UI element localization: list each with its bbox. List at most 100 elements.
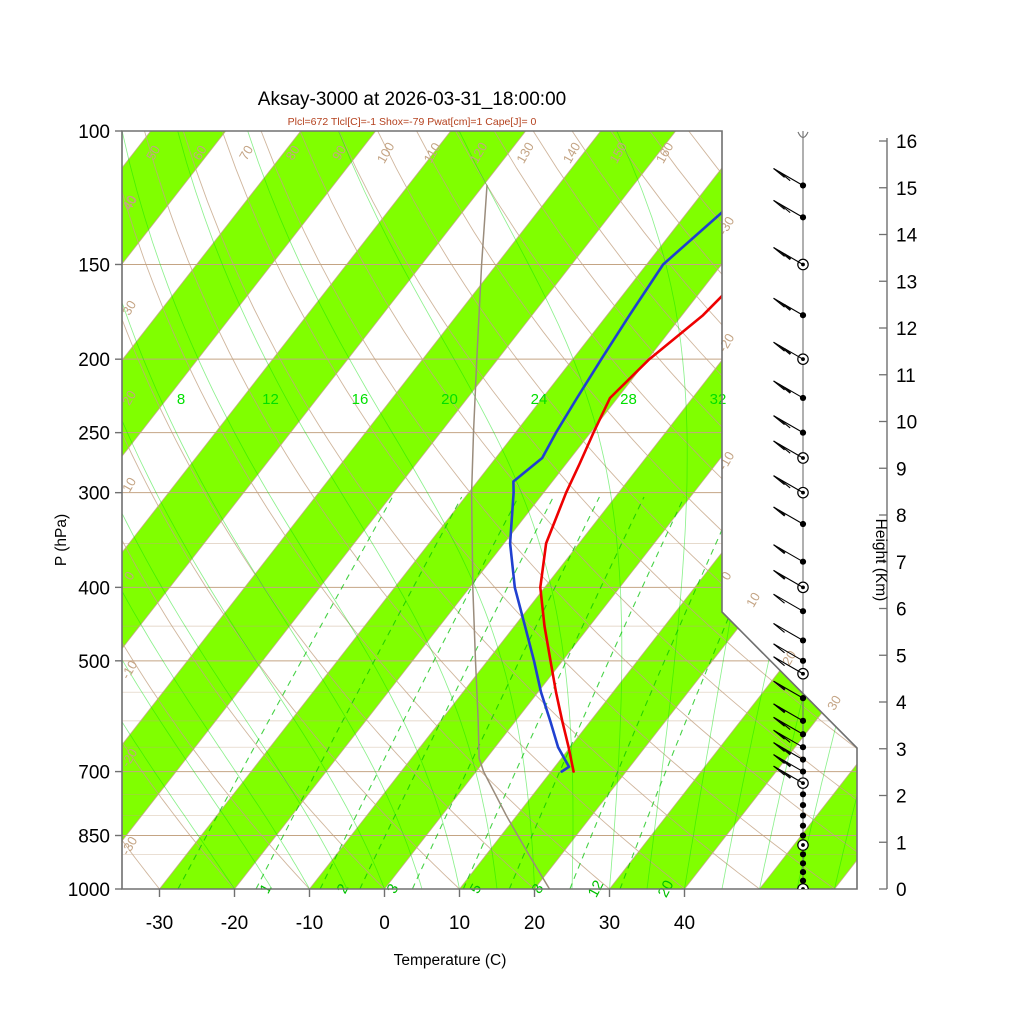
temperature-tick-label: 30	[599, 913, 620, 934]
moist-adiabat	[616, 131, 688, 889]
height-axis-label: Height (Km)	[872, 519, 889, 602]
wind-level-dot	[799, 860, 807, 867]
wind-barb-full	[773, 199, 785, 210]
wind-barb-half	[778, 706, 786, 713]
temperature-tick-label: -30	[146, 913, 173, 934]
moist-adiabat	[122, 131, 348, 889]
wind-barb-full	[773, 297, 785, 308]
pressure-axis: 100 150 200 250 300 400 500 700 850 1000	[68, 122, 122, 901]
isotherm-label-left: 20	[119, 388, 139, 408]
isotherm-label-diag: 30	[824, 693, 844, 713]
wind-barb-shaft	[773, 475, 804, 494]
dry-adiabat	[260, 131, 857, 889]
dry-adiabat-label: 60	[189, 143, 209, 163]
temperature-axis-label: Temperature (C)	[394, 952, 507, 969]
wind-barb-shaft	[773, 341, 804, 360]
moist-adiabat	[338, 131, 574, 889]
pressure-tick-label: 100	[78, 122, 110, 143]
mixing-ratio-line	[359, 496, 554, 889]
temperature-axis: -30 -20 -10 0 10 20 30 40	[146, 889, 695, 934]
wind-barb-full	[773, 415, 785, 426]
moist-adiabat	[247, 131, 535, 889]
height-tick-label: 4	[896, 693, 907, 714]
shaded-band	[122, 131, 676, 889]
wind-barb-full	[778, 203, 791, 214]
isotherm-label-mid: 12	[262, 391, 279, 408]
temperature-tick-label: 0	[379, 913, 390, 934]
wind-barb-full	[773, 506, 785, 517]
wind-level-dot	[799, 791, 807, 798]
isotherm	[609, 131, 857, 889]
wind-barb-half	[784, 772, 792, 779]
wind-barb-full	[773, 656, 785, 667]
parcel-trace	[470, 184, 551, 889]
mixing-ratio-line	[411, 496, 600, 889]
wind-barb-full	[773, 544, 785, 555]
wind-barb-shaft	[773, 703, 804, 722]
isotherm-label-mid: 20	[441, 391, 458, 408]
dry-adiabat-label: 40	[120, 193, 140, 213]
wind-barb-half	[778, 683, 786, 690]
wind-barb-shaft	[773, 680, 804, 699]
pressure-tick-label: 500	[78, 652, 110, 673]
dewpoint-trace	[508, 184, 756, 773]
pressure-tick-label: 250	[78, 424, 110, 445]
wind-barb-full	[778, 478, 791, 489]
isotherm	[122, 131, 527, 889]
isotherm-label-left: 40	[119, 193, 139, 213]
isotherm-label-left: 10	[119, 475, 139, 495]
chart-title: Aksay-3000 at 2026-03-31_18:00:00	[258, 89, 566, 110]
isotherm	[159, 131, 752, 889]
dry-adiabat-label: 90	[329, 143, 349, 163]
dry-adiabat-label: 50	[143, 143, 163, 163]
dry-adiabat	[122, 131, 460, 889]
wind-barb-shaft	[773, 415, 804, 434]
wind-barb-full	[773, 247, 785, 257]
height-tick-label: 13	[896, 272, 917, 293]
wind-barb-full	[778, 733, 791, 743]
height-tick-label: 10	[896, 413, 917, 434]
wind-barb-full	[773, 623, 785, 633]
parcel-line	[470, 184, 551, 889]
height-tick-label: 5	[896, 646, 907, 667]
wind-barb-shaft	[773, 765, 804, 784]
temperature-line	[539, 184, 834, 773]
moist-adiabat	[122, 131, 310, 889]
isotherm-label-diag: 10	[743, 590, 763, 610]
height-tick-label: 3	[896, 740, 907, 761]
height-tick-label: 16	[896, 132, 917, 153]
wind-level-dot	[799, 832, 807, 839]
wind-barb-full	[773, 703, 785, 714]
height-tick-label: 2	[896, 787, 907, 808]
height-tick-label: 1	[896, 833, 907, 854]
wind-level-dot	[799, 812, 807, 819]
temperature-tick-label: 20	[524, 913, 545, 934]
wind-level-dot	[799, 877, 807, 884]
moist-adiabat	[122, 131, 460, 889]
wind-barb-half	[778, 547, 786, 554]
isotherm-label-left: 30	[119, 298, 139, 318]
temperature-tick-label: 40	[674, 913, 695, 934]
moist-adiabat	[834, 131, 857, 889]
wind-barb-full	[773, 168, 785, 178]
dry-adiabat-label: 80	[282, 143, 302, 163]
mixing-ratio-line	[462, 496, 645, 889]
wind-barb-shaft	[773, 742, 804, 761]
wind-barb-half	[784, 748, 792, 755]
wind-barb-shaft	[773, 199, 804, 218]
moist-adiabat	[177, 131, 498, 889]
isotherm	[122, 131, 452, 889]
dry-adiabat	[144, 131, 685, 889]
height-tick-label: 8	[896, 506, 907, 527]
height-tick-label: 14	[896, 226, 918, 247]
wind-barb-full	[773, 742, 785, 753]
wind-barb-shaft	[773, 754, 804, 773]
isotherm	[122, 131, 602, 889]
wind-barb-panel	[773, 131, 809, 889]
moist-adiabat	[122, 131, 385, 889]
dry-adiabat	[122, 131, 610, 889]
dry-adiabat	[122, 131, 535, 889]
height-tick-label: 12	[896, 319, 917, 340]
isotherm-label-mid: 24	[531, 391, 548, 408]
